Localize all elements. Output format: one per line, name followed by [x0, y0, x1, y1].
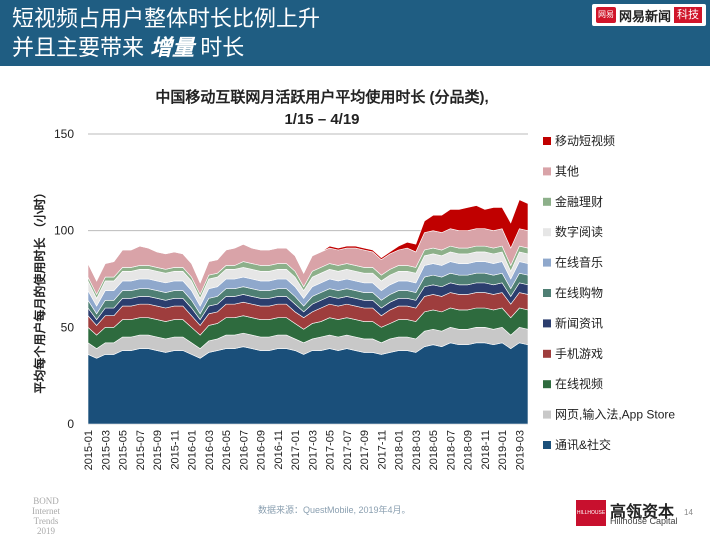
x-tick-label-2018-07: 2018-07: [445, 430, 457, 470]
legend-swatch-8: [543, 380, 551, 389]
area-series-10: [87, 199, 529, 284]
stacked-area-chart: 中国移动互联网月活跃用户平均使用时长 (分品类), 1/15 – 4/19 平均…: [32, 88, 675, 470]
x-tick-label-2016-01: 2016-01: [187, 430, 199, 470]
x-tick-label-2018-03: 2018-03: [411, 430, 423, 470]
x-tick-label-2016-03: 2016-03: [204, 430, 216, 470]
x-tick-label-2015-09: 2015-09: [152, 430, 164, 470]
x-tick-label-2018-11: 2018-11: [480, 430, 492, 470]
area-series: [87, 199, 529, 425]
legend-swatch-1: [543, 167, 551, 176]
x-tick-label-2017-07: 2017-07: [342, 430, 354, 470]
bond-internet-trends-mark: BOND Internet Trends 2019: [26, 496, 66, 536]
x-tick-labels: 2015-01 2015-03 2015-05 2015-07 2015-09 2015-…: [83, 430, 526, 470]
x-tick-label-2016-07: 2016-07: [238, 430, 250, 470]
badge-text: 网易新闻: [619, 8, 672, 24]
legend-swatch-2: [543, 197, 551, 206]
x-tick-label-2019-03: 2019-03: [514, 430, 526, 470]
legend-label-6: 新闻资讯: [555, 315, 603, 330]
x-tick-label-2015-07: 2015-07: [135, 430, 147, 470]
legend-label-10: 通讯&社交: [555, 437, 611, 452]
slide-title-line2: 并且主要带来 增量 时长: [12, 35, 244, 61]
netease-tech-badge: 网易 网易新闻 科技: [592, 4, 707, 26]
area-series-0: [87, 342, 529, 425]
hillhouse-logo-icon: HILLHOUSE: [576, 500, 606, 526]
legend-swatch-4: [543, 258, 551, 267]
x-tick-label-2019-01: 2019-01: [497, 430, 509, 470]
hillhouse-name-en: Hillhouse Capital: [610, 516, 678, 526]
legend-label-5: 在线购物: [555, 285, 603, 300]
title-line2-part3: 时长: [200, 35, 245, 60]
legend-swatch-3: [543, 228, 551, 237]
badge-sub: 科技: [674, 7, 703, 23]
legend-label-4: 在线音乐: [555, 255, 603, 270]
y-tick-label-50: 50: [61, 320, 75, 334]
x-tick-label-2017-09: 2017-09: [359, 430, 371, 470]
y-tick-labels: 0 50 100 150: [54, 127, 74, 431]
x-tick-label-2017-01: 2017-01: [290, 430, 302, 470]
x-tick-label-2015-11: 2015-11: [169, 430, 181, 470]
x-tick-label-2015-01: 2015-01: [83, 430, 95, 470]
x-tick-label-2015-03: 2015-03: [100, 430, 112, 470]
legend-label-0: 移动短视频: [555, 133, 615, 148]
x-tick-label-2017-03: 2017-03: [307, 430, 319, 470]
x-tick-label-2018-05: 2018-05: [428, 430, 440, 470]
legend-label-1: 其他: [555, 164, 579, 178]
bond-line3: 2019: [37, 526, 55, 536]
legend-swatch-5: [543, 289, 551, 297]
x-tick-label-2015-05: 2015-05: [118, 430, 130, 470]
legend-swatch-0: [543, 137, 551, 145]
title-emphasis: 增量: [150, 35, 195, 60]
x-tick-label-2016-11: 2016-11: [273, 430, 285, 470]
y-tick-label-0: 0: [67, 417, 74, 431]
bond-line1: BOND: [33, 496, 59, 506]
x-tick-label-2017-11: 2017-11: [376, 430, 388, 470]
legend-label-7: 手机游戏: [555, 347, 603, 361]
x-tick-label-2018-09: 2018-09: [463, 430, 475, 470]
chart-title-line1: 中国移动互联网月活跃用户平均使用时长 (分品类),: [155, 88, 488, 106]
x-tick-label-2017-05: 2017-05: [325, 430, 337, 470]
data-source-note: 数据来源：QuestMobile, 2019年4月。: [258, 505, 411, 515]
page-number: 14: [684, 508, 693, 517]
x-tick-label-2018-01: 2018-01: [394, 430, 406, 470]
x-tick-label-2016-05: 2016-05: [221, 430, 233, 470]
netease-logo-icon: 网易: [596, 7, 616, 23]
y-axis-label: 平均每个用户每月的使用时长 （小时）: [32, 186, 47, 393]
legend-label-2: 金融理财: [555, 194, 603, 209]
slide-header: 短视频占用户整体时长比例上升 并且主要带来 增量 时长 网易 网易新闻 科技: [0, 0, 710, 66]
legend-label-8: 在线视频: [555, 376, 603, 391]
legend: 移动短视频其他金融理财数字阅读在线音乐在线购物新闻资讯手机游戏在线视频网页,输入…: [543, 133, 675, 452]
legend-swatch-10: [543, 441, 551, 449]
y-tick-label-150: 150: [54, 127, 74, 141]
legend-swatch-6: [543, 319, 551, 328]
hillhouse-name-cn: 高瓴资本: [610, 504, 675, 521]
legend-label-3: 数字阅读: [555, 224, 603, 239]
legend-swatch-7: [543, 349, 551, 358]
bond-line2: Internet Trends: [32, 506, 60, 526]
y-tick-label-100: 100: [54, 224, 74, 238]
chart-title-line2: 1/15 – 4/19: [284, 111, 359, 128]
legend-label-9: 网页,输入法,App Store: [555, 407, 675, 422]
x-tick-label-2016-09: 2016-09: [256, 430, 268, 470]
legend-swatch-9: [543, 410, 551, 419]
slide-title-line1: 短视频占用户整体时长比例上升: [12, 6, 321, 31]
title-line2-part1: 并且主要带来: [12, 35, 145, 60]
